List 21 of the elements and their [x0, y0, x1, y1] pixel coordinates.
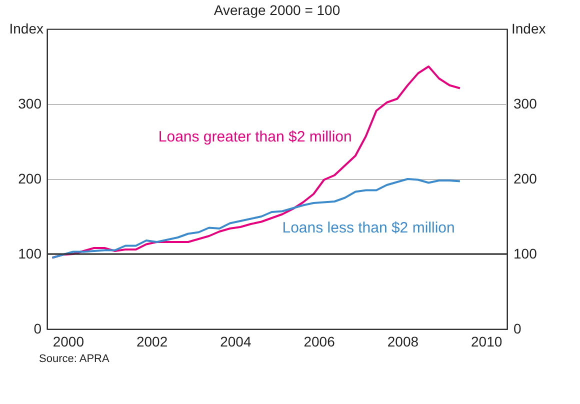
x-tick-label: 2006 [304, 334, 336, 350]
chart-title: Average 2000 = 100 [214, 2, 340, 18]
y-tick-label: 300 [18, 96, 42, 112]
y-tick-label: 200 [18, 170, 42, 186]
series-label: Loans less than $2 million [282, 219, 455, 236]
x-tick-label: 2004 [220, 334, 252, 350]
y-tick-label: 0 [34, 320, 42, 336]
y-tick-label: 100 [18, 246, 42, 262]
series-label: Loans greater than $2 million [158, 128, 352, 146]
y2-tick-label: 200 [514, 170, 538, 186]
y-axis-title: Index [9, 20, 44, 36]
y2-tick-label: 100 [514, 246, 538, 262]
x-tick-label: 2000 [52, 334, 84, 350]
source-note: Source: APRA [39, 353, 110, 365]
y2-tick-label: 300 [514, 96, 538, 112]
x-tick-label: 2010 [471, 334, 502, 350]
x-tick-label: 2008 [387, 334, 419, 350]
x-tick-label: 2002 [136, 334, 168, 350]
y2-axis-title: Index [512, 20, 546, 36]
y2-tick-label: 0 [514, 320, 522, 336]
line-series [51, 178, 461, 259]
